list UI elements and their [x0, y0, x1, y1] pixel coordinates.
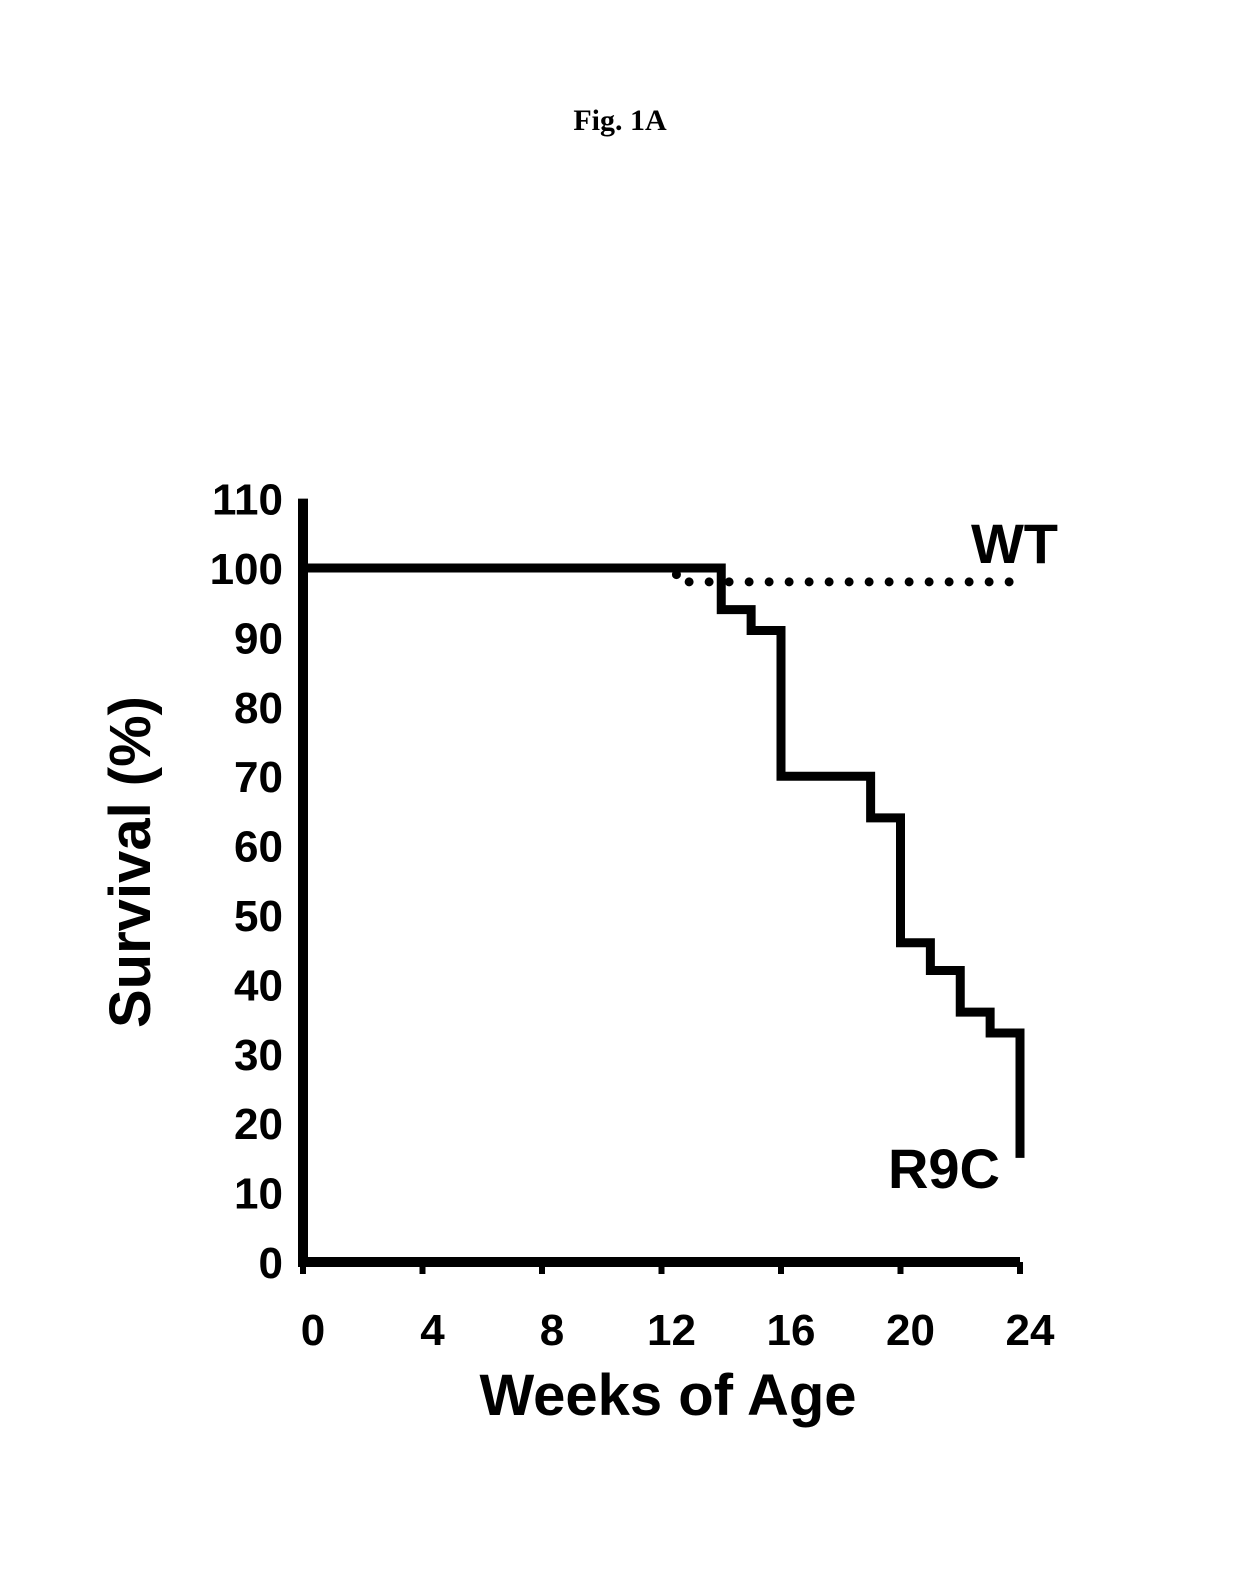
x-tick-label: 16 [767, 1306, 816, 1355]
y-tick-label: 90 [234, 614, 283, 663]
x-tick-label: 0 [301, 1306, 325, 1355]
y-tick-label: 0 [259, 1239, 283, 1288]
series-label-wt: WT [971, 512, 1058, 575]
y-tick-label: 40 [234, 961, 283, 1010]
y-tick-label: 80 [234, 684, 283, 733]
x-axis-label: Weeks of Age [479, 1363, 856, 1428]
x-tick-label: 8 [540, 1306, 564, 1355]
y-tick-label: 70 [234, 753, 283, 802]
y-tick-label: 60 [234, 823, 283, 872]
y-tick-label: 100 [210, 545, 283, 594]
x-tick-labels: 0 4 8 12 16 20 24 [301, 1262, 1055, 1355]
x-tick-label: 4 [420, 1306, 445, 1355]
x-tick-label: 12 [647, 1306, 696, 1355]
y-tick-label: 10 [234, 1170, 283, 1219]
series-label-r9c: R9C [888, 1137, 1000, 1200]
y-tick-label: 20 [234, 1100, 283, 1149]
y-axis-label: Survival (%) [98, 696, 163, 1028]
x-tick-label: 24 [1006, 1306, 1055, 1355]
x-tick-label: 20 [886, 1306, 935, 1355]
y-tick-labels: 0 10 20 30 40 50 60 70 80 90 100 110 [210, 476, 283, 1288]
chart-series [303, 568, 1020, 1158]
series-line-r9c [303, 568, 1020, 1158]
y-tick-label: 30 [234, 1031, 283, 1080]
y-tick-label: 50 [234, 892, 283, 941]
y-tick-label: 110 [212, 476, 283, 525]
